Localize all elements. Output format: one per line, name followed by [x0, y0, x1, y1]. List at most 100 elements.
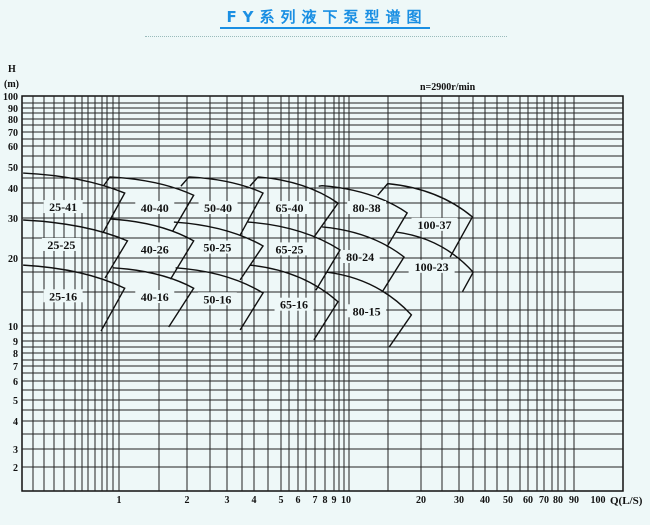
pump-label-bg	[41, 237, 81, 251]
pump-curve-80-38	[318, 184, 409, 248]
x-tick-label: 50	[503, 495, 513, 506]
pump-label-bg	[408, 259, 455, 273]
pump-label-bg	[135, 290, 175, 304]
x-tick-label: 60	[523, 495, 533, 506]
y-tick-label: 40	[8, 184, 18, 195]
y-tick-label: 2	[13, 463, 18, 474]
pump-label-bg	[43, 289, 83, 303]
y-tick-label: 3	[13, 445, 18, 456]
pump-label-bg	[197, 240, 237, 254]
pump-label-bg	[274, 297, 314, 311]
x-tick-label: 20	[416, 495, 426, 506]
y-tick-label: 10	[8, 322, 18, 333]
y-tick-label: 50	[8, 163, 18, 174]
x-tick-label: 80	[553, 495, 563, 506]
y-tick-label: 60	[8, 142, 18, 153]
x-tick-label: 30	[454, 495, 464, 506]
y-tick-label: 7	[13, 362, 18, 373]
y-tick-label: 6	[13, 377, 18, 388]
pump-label-50-25: 50-25	[203, 241, 231, 255]
y-tick-label: 5	[13, 396, 18, 407]
pump-curve-65-16	[249, 264, 339, 341]
y-tick-label: 8	[13, 349, 18, 360]
pump-label-bg	[43, 200, 83, 214]
pump-curve-100-23	[396, 231, 475, 292]
pump-curve-65-25	[247, 221, 341, 291]
pump-label-bg	[270, 242, 310, 256]
pump-label-50-16: 50-16	[203, 292, 231, 306]
x-tick-label: 3	[225, 495, 230, 506]
chart-title: FY系列液下泵型谱图	[0, 6, 650, 29]
pump-label-80-24: 80-24	[346, 250, 374, 264]
x-tick-label: 90	[569, 495, 579, 506]
pump-label-40-26: 40-26	[141, 242, 169, 256]
x-tick-label: 100	[591, 495, 606, 506]
pump-labels: 25-41 25-25 25-16 40-40 40-26 40-16 50-40 50-25…	[41, 200, 458, 318]
x-tick-label: 2	[185, 495, 190, 506]
x-tick-label: 40	[480, 495, 490, 506]
pump-label-bg	[197, 292, 237, 306]
pump-label-bg	[411, 217, 458, 231]
y-axis-label-unit: (m)	[4, 79, 19, 90]
chart-title-text: FY系列液下泵型谱图	[220, 8, 430, 29]
pump-curves	[23, 172, 475, 348]
pump-label-100-37: 100-37	[418, 218, 452, 232]
pump-curve-100-37	[377, 182, 474, 258]
title-divider	[145, 36, 507, 37]
x-tick-label: 10	[341, 495, 351, 506]
y-tick-label: 70	[8, 128, 18, 139]
pump-curve-40-26	[110, 218, 195, 280]
x-tick-label: 9	[332, 495, 337, 506]
grid	[21, 95, 624, 492]
pump-curve-25-16	[23, 264, 126, 332]
pump-curve-50-16	[175, 267, 264, 331]
x-tick-label: 7	[313, 495, 318, 506]
pump-label-100-23: 100-23	[415, 260, 449, 274]
y-tick-label: 20	[8, 254, 18, 265]
pump-label-65-25: 65-25	[276, 242, 304, 256]
pump-label-bg	[135, 201, 175, 215]
pump-curve-40-40	[102, 176, 195, 232]
pump-curve-50-40	[180, 176, 265, 236]
y-tick-label: 9	[13, 337, 18, 348]
pump-label-80-15: 80-15	[353, 304, 381, 318]
pump-curve-25-41	[23, 172, 126, 233]
pump-label-bg	[198, 201, 238, 215]
pump-curve-80-15	[326, 271, 413, 348]
y-axis-label-h: H	[8, 64, 16, 75]
x-tick-label: 70	[539, 495, 549, 506]
pump-label-bg	[270, 201, 310, 215]
pump-label-bg	[347, 201, 387, 215]
pump-label-50-40: 50-40	[204, 201, 232, 215]
y-tick-label: 4	[13, 417, 18, 428]
pump-label-65-40: 65-40	[276, 201, 304, 215]
x-tick-label: 5	[279, 495, 284, 506]
plot-frame	[21, 95, 624, 492]
pump-label-80-38: 80-38	[353, 201, 381, 215]
pump-label-25-16: 25-16	[49, 289, 77, 303]
pump-label-65-16: 65-16	[280, 298, 308, 312]
x-tick-label: 6	[296, 495, 301, 506]
pump-curve-65-40	[249, 176, 339, 238]
y-tick-label: 100	[3, 92, 18, 103]
pump-curve-80-24	[322, 226, 405, 292]
pump-label-bg	[347, 304, 387, 318]
x-tick-label: 1	[117, 495, 122, 506]
x-tick-label: 4	[252, 495, 257, 506]
pump-label-25-41: 25-41	[49, 200, 77, 214]
pump-label-40-16: 40-16	[141, 290, 169, 304]
pump-curve-40-16	[112, 267, 195, 328]
y-tick-label: 80	[8, 115, 18, 126]
y-tick-label: 30	[8, 214, 18, 225]
pump-curve-25-25	[23, 219, 129, 279]
pump-label-40-40: 40-40	[141, 201, 169, 215]
pump-label-bg	[135, 242, 175, 256]
pump-label-25-25: 25-25	[47, 238, 75, 252]
speed-annotation: n=2900r/min	[420, 82, 476, 93]
y-tick-label: 90	[8, 104, 18, 115]
x-axis-label: Q(L/S)	[610, 495, 643, 507]
pump-curve-50-25	[173, 221, 265, 281]
pump-label-bg	[340, 250, 380, 263]
x-tick-label: 8	[323, 495, 328, 506]
